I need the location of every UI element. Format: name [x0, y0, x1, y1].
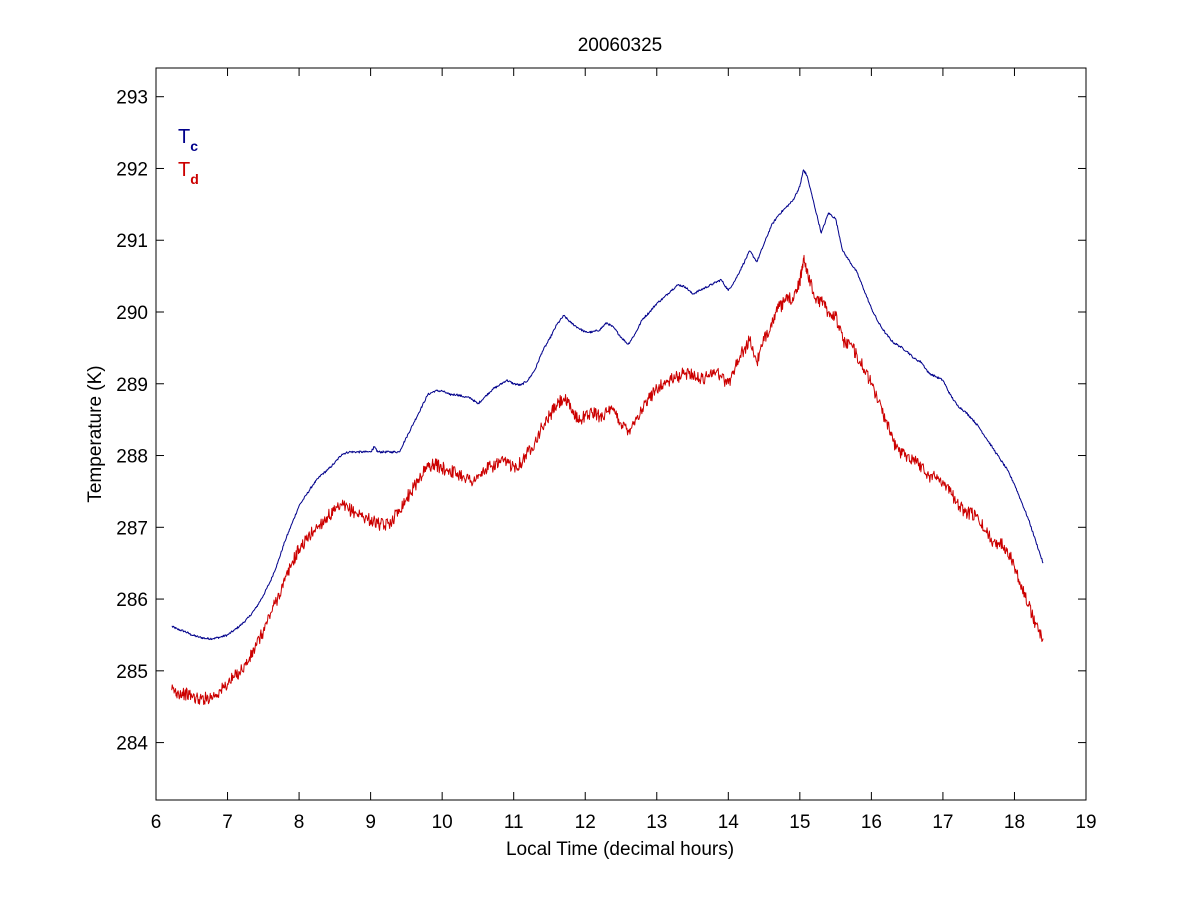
- legend-label-main: T: [178, 126, 190, 148]
- x-axis-label: Local Time (decimal hours): [506, 839, 734, 860]
- legend-item-td: Td: [178, 159, 199, 187]
- x-tick-label: 15: [789, 812, 810, 833]
- x-tick-label: 13: [646, 812, 667, 833]
- y-tick-label: 287: [116, 518, 148, 539]
- y-axis-label: Temperature (K): [85, 365, 106, 502]
- legend-label-sub: c: [190, 138, 198, 154]
- x-tick-label: 9: [365, 812, 376, 833]
- series-layer: [171, 169, 1044, 705]
- legend-item-tc: Tc: [178, 126, 198, 154]
- legend-label-main: T: [178, 159, 190, 181]
- x-tick-label: 7: [222, 812, 233, 833]
- x-tick-label: 19: [1075, 812, 1096, 833]
- x-tick-label: 8: [294, 812, 305, 833]
- y-tick-label: 293: [116, 88, 148, 109]
- y-axis: 284 285 286 287 288 289 290 291 292 293: [116, 88, 1086, 755]
- y-tick-label: 289: [116, 375, 148, 396]
- y-tick-label: 286: [116, 590, 148, 611]
- y-tick-label: 290: [116, 303, 148, 324]
- x-axis: 6 7 8 9 10 11 12 13 14 15 16 17 18 19: [151, 68, 1097, 833]
- legend-label-sub: d: [190, 171, 199, 187]
- y-tick-label: 288: [116, 447, 148, 468]
- series-line-tc: [171, 169, 1044, 641]
- series-line-td: [171, 254, 1044, 705]
- x-tick-label: 18: [1004, 812, 1025, 833]
- x-tick-label: 12: [575, 812, 596, 833]
- chart-title: 20060325: [578, 35, 663, 56]
- y-tick-label: 284: [116, 734, 148, 755]
- x-tick-label: 14: [718, 812, 740, 833]
- x-tick-label: 6: [151, 812, 162, 833]
- x-tick-label: 16: [861, 812, 882, 833]
- x-tick-label: 11: [504, 812, 524, 833]
- x-tick-label: 10: [432, 812, 453, 833]
- plot-frame: [155, 67, 1087, 801]
- y-tick-label: 291: [116, 231, 148, 252]
- y-tick-label: 292: [116, 159, 148, 180]
- x-tick-label: 17: [932, 812, 953, 833]
- y-tick-label: 285: [116, 662, 148, 683]
